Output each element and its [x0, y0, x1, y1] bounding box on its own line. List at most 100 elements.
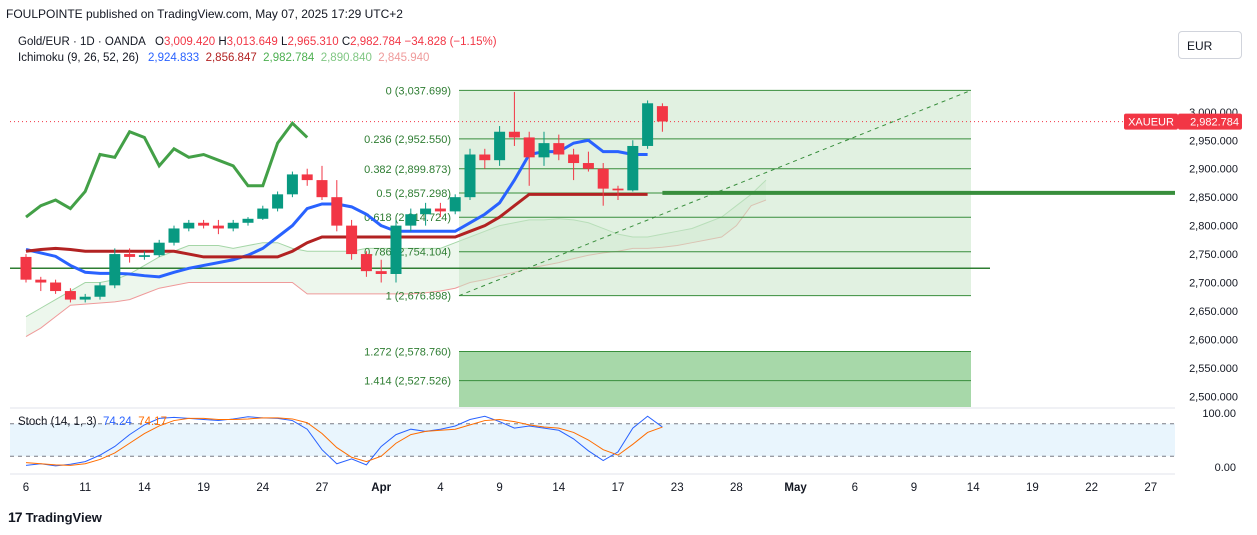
candle-body [346, 225, 358, 255]
x-tick-label: 24 [256, 482, 269, 494]
candle-body [449, 197, 461, 212]
candle-body [257, 208, 269, 219]
candle-body [375, 271, 387, 274]
candle-body [50, 282, 62, 292]
candle-body [212, 225, 224, 229]
symbol-name[interactable]: Gold/EUR · 1D · OANDA [18, 36, 146, 48]
tradingview-logo-icon: 17 [8, 509, 23, 525]
candle-body [64, 291, 76, 300]
candle-body [301, 174, 313, 181]
price-badge [1178, 113, 1242, 130]
stoch-band [10, 423, 1175, 457]
fib-level-label: 0.5 (2,857.298) [376, 188, 451, 200]
candle-body [138, 255, 150, 257]
symbol-legend: Gold/EUR · 1D · OANDA O3,009.420 H3,013.… [18, 36, 497, 48]
change-value: −34.828 (−1.15%) [404, 36, 497, 48]
symbol-badge-text: XAUEUR [1128, 117, 1174, 129]
low-value: 2,965.310 [287, 36, 339, 48]
candle-body [124, 254, 136, 257]
stoch-legend: Stoch (14, 1, 3) 74.24 74.17 [18, 416, 167, 428]
x-tick-label: 19 [197, 482, 210, 494]
candle-body [109, 254, 121, 286]
low-label: L [281, 36, 288, 48]
ichimoku-conversion-value: 2,924.833 [148, 52, 200, 64]
candle-body [79, 296, 91, 300]
x-tick-label: May [784, 482, 807, 494]
y-tick-label: 2,550.000 [1189, 363, 1238, 375]
stoch-k-value: 74.24 [103, 416, 132, 428]
candle-body [286, 174, 298, 195]
candle-body [642, 103, 654, 146]
fib-zone-extension [459, 351, 971, 407]
candle-body [316, 180, 328, 198]
candle-body [153, 242, 165, 256]
high-value: 3,013.649 [226, 36, 278, 48]
candle-body [523, 137, 535, 158]
candle-body [568, 154, 580, 164]
candle-body [494, 131, 506, 161]
fib-level-label: 0.382 (2,899.873) [364, 164, 451, 176]
y-tick-label: 2,850.000 [1189, 192, 1238, 204]
fib-level-label: 1.272 (2,578.760) [364, 346, 451, 358]
y-tick-label: 2,800.000 [1189, 221, 1238, 233]
candle-body [183, 222, 195, 229]
currency-button[interactable]: EUR [1178, 31, 1242, 59]
candle-body [464, 154, 476, 198]
stoch-label[interactable]: Stoch (14, 1, 3) [18, 416, 97, 428]
candle-body [94, 285, 106, 297]
fib-level-label: 0 (3,037.699) [386, 85, 451, 97]
candle-body [227, 222, 239, 229]
candle-body [331, 197, 343, 226]
x-tick-label: 28 [730, 482, 743, 494]
x-tick-label: 14 [552, 482, 565, 494]
x-tick-label: 19 [1026, 482, 1039, 494]
x-tick-label: 6 [852, 482, 858, 494]
fib-level-label: 1 (2,676.898) [386, 291, 451, 303]
candle-body [582, 163, 594, 169]
y-tick-label: 2,500.000 [1189, 391, 1238, 403]
open-label: O [155, 36, 164, 48]
y-tick-label: 2,900.000 [1189, 164, 1238, 176]
ichimoku-label[interactable]: Ichimoku (9, 26, 52, 26) [18, 52, 139, 64]
candle-body [360, 254, 372, 272]
x-tick-label: 4 [437, 482, 444, 494]
x-tick-label: 23 [671, 482, 684, 494]
candle-body [597, 168, 609, 189]
x-tick-label: 9 [911, 482, 917, 494]
close-value: 2,982.784 [350, 36, 402, 48]
candle-body [168, 228, 180, 243]
y-tick-label: 2,750.000 [1189, 249, 1238, 261]
ichimoku-span-a-value: 2,890.840 [320, 52, 372, 64]
x-tick-label: 9 [496, 482, 502, 494]
candle-body [272, 194, 284, 209]
tradingview-brand[interactable]: 17 TradingView [8, 509, 102, 525]
close-label: C [341, 36, 351, 48]
y-tick-label: 2,600.000 [1189, 334, 1238, 346]
stoch-k-line [25, 415, 663, 467]
candle-body [390, 225, 402, 274]
candle-body [35, 279, 47, 283]
x-tick-label: 17 [612, 482, 625, 494]
candle-body [612, 188, 624, 191]
candle-body [242, 218, 254, 223]
x-tick-label: 27 [1144, 482, 1157, 494]
y-tick-label: 2,700.000 [1189, 278, 1238, 290]
y-tick-label: 2,950.000 [1189, 135, 1238, 147]
high-label: H [218, 36, 227, 48]
candle-body [627, 145, 639, 191]
stoch-tick-label: 100.00 [1202, 408, 1236, 420]
x-tick-label: 27 [316, 482, 329, 494]
candle-body [434, 208, 446, 212]
publisher-header: FOULPOINTE published on TradingView.com,… [6, 7, 403, 21]
stoch-d-line [25, 417, 663, 466]
ichimoku-lagging-value: 2,982.784 [263, 52, 315, 64]
x-tick-label: 14 [967, 482, 980, 494]
x-tick-label: 6 [23, 482, 29, 494]
candle-body [405, 214, 417, 226]
candle-body [198, 222, 210, 226]
lagging-span-line [25, 120, 309, 219]
open-value: 3,009.420 [163, 36, 216, 48]
fib-level-label: 1.414 (2,527.526) [364, 376, 451, 388]
symbol-badge [1124, 113, 1178, 130]
